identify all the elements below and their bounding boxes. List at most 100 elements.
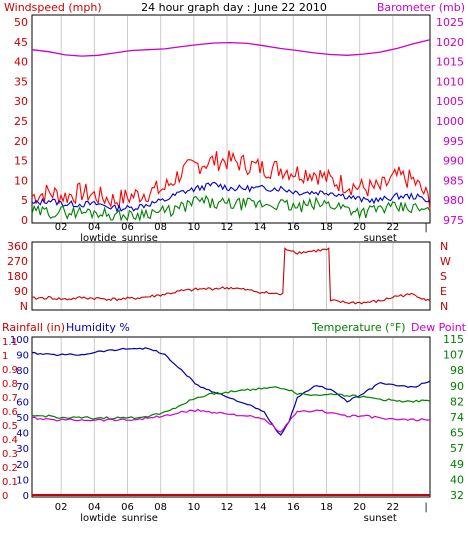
humidity-tick: 70 — [16, 382, 29, 393]
windspeed-tick: 0 — [21, 214, 28, 227]
temperature-tick: 98 — [450, 364, 464, 377]
panel3-frame — [31, 336, 431, 498]
direction-degree-tick: 270 — [7, 255, 28, 268]
rainfall-tick-labels: 0 0.1 0.2 0.3 0.4 0.5 0.6 0.7 0.8 0.9 1 1.1 — [2, 337, 18, 502]
temperature-tick: 115 — [443, 333, 464, 346]
windspeed-tick: 35 — [14, 75, 28, 88]
direction-compass-tick: N — [440, 300, 448, 313]
x-tick-label: 14 — [254, 222, 267, 233]
barometer-tick: 975 — [443, 214, 464, 227]
x-tick-label: 08 — [154, 222, 167, 233]
windspeed-axis-label: Windspeed (mph) — [4, 1, 102, 14]
rainfall-tick: 0.3 — [2, 449, 18, 460]
rainfall-tick: 0.1 — [2, 477, 18, 488]
chart-title: 24 hour graph day : June 22 2010 — [141, 1, 327, 14]
barometer-tick: 1020 — [436, 36, 464, 49]
x-tick-label: 16 — [287, 502, 300, 513]
x-tick-label: 02 — [55, 502, 68, 513]
direction-compass-tick: W — [440, 255, 451, 268]
humidity-tick: 80 — [16, 366, 29, 377]
temperature-tick: 107 — [443, 349, 464, 362]
barometer-tick: 1000 — [436, 115, 464, 128]
humidity-tick: 30 — [16, 444, 29, 455]
x-tick-label: 06 — [121, 222, 134, 233]
temperature-tick: 90 — [450, 380, 464, 393]
x-tick-label: 14 — [254, 502, 267, 513]
x-tick-label: | — [424, 502, 427, 513]
panel1-gridlines — [60, 16, 394, 222]
humidity-temperature-series — [31, 347, 431, 496]
panel1-frame — [31, 14, 431, 224]
humidity-temperature-panel: 0 0.1 0.2 0.3 0.4 0.5 0.6 0.7 0.8 0.9 1 1.1 0 10 20 30… — [2, 333, 464, 502]
series-avg — [31, 181, 431, 213]
barometer-tick: 1010 — [436, 75, 464, 88]
x-tick-label: 04 — [88, 502, 101, 513]
panel3-gridlines — [60, 338, 394, 496]
temperature-axis-label: Temperature (°F) — [311, 321, 406, 334]
x-annotation-sunset: sunset — [364, 233, 397, 244]
windspeed-tick-labels: 0 5 10 15 20 25 30 35 40 45 50 — [14, 16, 28, 227]
direction-degree-tick: N — [20, 300, 28, 313]
direction-compass-tick: N — [440, 240, 448, 253]
barometer-tick: 1005 — [436, 95, 464, 108]
x-tick-label: 20 — [353, 502, 366, 513]
x-annotation-lowtide: lowtide — [80, 513, 116, 524]
humidity-tick-labels: 0 10 20 30 40 50 60 70 80 90 100 — [10, 335, 29, 502]
barometer-tick: 995 — [443, 135, 464, 148]
rainfall-tick: 0.6 — [2, 407, 18, 418]
x-tick-label: 02 — [55, 222, 68, 233]
barometer-tick: 985 — [443, 174, 464, 187]
windspeed-tick: 40 — [14, 56, 28, 69]
rainfall-tick: 0.7 — [2, 393, 18, 404]
rainfall-tick: 0.9 — [2, 365, 18, 376]
humidity-tick: 20 — [16, 460, 29, 471]
series-dewpoint — [31, 408, 431, 433]
humidity-tick: 10 — [16, 475, 29, 486]
humidity-tick: 100 — [10, 335, 29, 346]
rainfall-tick: 0 — [2, 491, 8, 502]
temperature-tick-labels: 32 40 49 57 65 74 82 90 98 107 115 — [443, 333, 464, 502]
x-tick-label: 12 — [221, 222, 234, 233]
windspeed-tick: 50 — [14, 16, 28, 29]
windspeed-tick: 25 — [14, 115, 28, 128]
barometer-tick: 980 — [443, 194, 464, 207]
direction-degree-tick: 90 — [14, 285, 28, 298]
temperature-tick: 82 — [450, 395, 464, 408]
series-humidity — [31, 347, 431, 436]
direction-compass-tick: E — [440, 285, 447, 298]
humidity-axis-label: Humidity % — [66, 321, 130, 334]
x-tick-label: | — [424, 222, 427, 233]
series-temperature — [31, 386, 431, 420]
x-tick-label: 16 — [287, 222, 300, 233]
humidity-tick: 0 — [23, 491, 29, 502]
direction-degree-tick: 180 — [7, 270, 28, 283]
dewpoint-axis-label: Dew Point — [411, 321, 467, 334]
wind-barometer-series — [31, 39, 431, 223]
windspeed-tick: 15 — [14, 155, 28, 168]
humidity-tick: 60 — [16, 397, 29, 408]
humidity-tick: 40 — [16, 429, 29, 440]
direction-compass-tick: S — [440, 270, 447, 283]
x-tick-label: 12 — [221, 502, 234, 513]
series-barometer — [31, 39, 431, 57]
rainfall-tick: 0.4 — [2, 435, 18, 446]
rainfall-tick: 0.8 — [2, 379, 18, 390]
rainfall-tick: 0.5 — [2, 421, 18, 432]
x-tick-label: 08 — [154, 502, 167, 513]
panel2-frame — [31, 241, 431, 311]
windspeed-tick: 30 — [14, 95, 28, 108]
temperature-tick: 57 — [450, 442, 464, 455]
x-axis-labels: 02 04 06 08 10 12 14 16 18 20 22 | lowtide sunrise sun… — [55, 222, 428, 524]
x-tick-label: 10 — [187, 502, 200, 513]
rainfall-tick: 0.2 — [2, 463, 18, 474]
windspeed-tick: 5 — [21, 194, 28, 207]
series-direction — [31, 247, 431, 305]
x-tick-label: 18 — [320, 502, 333, 513]
temperature-tick: 49 — [450, 458, 464, 471]
barometer-axis-label: Barometer (mb) — [377, 1, 465, 14]
direction-degree-tick: 360 — [7, 240, 28, 253]
wind-direction-series — [31, 247, 431, 305]
humidity-tick: 50 — [16, 413, 29, 424]
